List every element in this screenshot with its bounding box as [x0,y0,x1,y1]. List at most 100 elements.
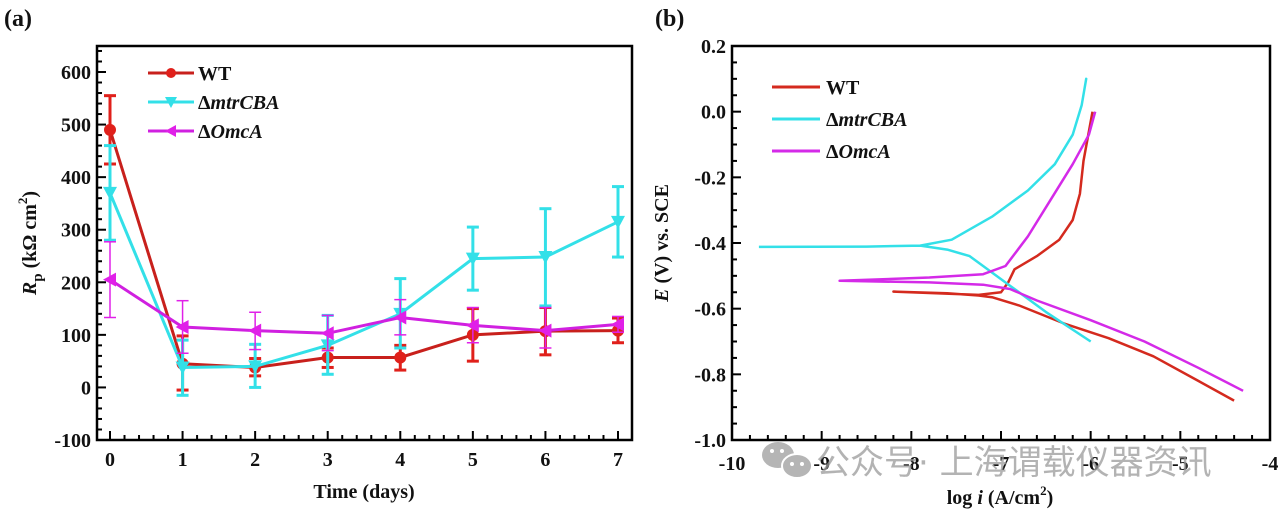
y-title-close: ) [19,191,41,198]
legend-label: ΔOmcA [826,141,891,163]
data-point [104,123,116,136]
legend-prefix: Δ [198,92,211,114]
y-title-sup: 2 [15,198,30,205]
legend-label: ΔmtrCBA [826,109,907,131]
legend-plain: WT [826,77,860,99]
legend-italic: mtrCBA [211,92,280,114]
y-title-post: (V) vs. SCE [651,184,673,288]
data-point [393,310,407,325]
data-point [103,186,117,200]
legend-marker [166,68,176,78]
x-tick-label: 5 [468,449,478,471]
legend-label: WT [198,63,232,85]
data-point [248,323,262,338]
panel-b-x-axis-title: log i (A/cm2) [947,483,1054,509]
x-tick-label: 4 [395,449,405,471]
legend-item: WT [772,77,860,99]
x-tick-label: -6 [1082,453,1099,475]
y-title-sub: p [30,273,46,281]
legend-prefix: Δ [826,109,839,131]
data-point [538,323,552,338]
legend-prefix: Δ [826,141,839,163]
data-point [611,317,624,332]
y-title-italic: E [651,289,673,303]
panel-a-ticks [97,49,619,441]
x-tick-label: 3 [323,449,333,471]
legend-italic: OmcA [839,141,891,163]
data-point [175,361,190,375]
x-tick-label: -8 [903,453,920,475]
data-point [103,272,116,287]
y-title-unit: (kΩ cm [19,204,41,274]
data-point [538,251,553,265]
data-point [394,351,407,364]
x-tick-label: -4 [1262,453,1279,475]
panel-b-label: (b) [655,6,684,32]
series-line [109,278,619,335]
y-tick-label: 0.2 [701,36,726,58]
legend-marker [165,125,176,137]
y-tick-label: -100 [54,430,91,452]
series-line [108,192,619,369]
y-tick-label: 100 [61,325,91,347]
panel-b-tick-labels: -10 -9 -8 -7 -6 -5 -4 -1.0 -0.8 -0.6 -0.4 -0.2 0.0 0.… [694,36,1278,475]
y-tick-label: 300 [61,220,91,242]
data-point [320,326,334,341]
panel-b: (b) -10 -9 -8 -7 -6 -5 -4 -1.0 -0.8 -0.6 -0.4 -0.2 0… [651,6,1278,509]
panel-a-label: (a) [4,6,32,32]
x-tick-label: -5 [1172,453,1189,475]
x-tick-label: 1 [178,449,188,471]
panel-a-y-axis-title: Rp (kΩ cm2) [15,191,46,296]
watermark-text: 公众号· 上海谓载仪器资讯 [816,443,1212,483]
panel-b-y-axis-title: E (V) vs. SCE [651,184,673,303]
y-tick-label: 500 [61,115,91,137]
legend-italic: OmcA [211,121,263,143]
panel-b-frame [730,44,1272,442]
panel-a: (a) 0 1 2 3 4 5 6 7 -100 0 100 200 300 400 500 600 Time… [4,6,634,503]
legend-italic: mtrCBA [839,109,908,131]
y-tick-label: -0.8 [694,364,726,386]
data-point [465,252,480,266]
legend-item: WT [148,63,232,85]
x-tick-label: 7 [613,449,623,471]
panel-a-x-axis-title: Time (days) [313,481,414,503]
x-tick-label: -9 [813,453,830,475]
series-curve-2 [838,111,1244,392]
x-title-italic: i [977,487,983,509]
data-point [611,215,625,229]
y-tick-label: 0.0 [701,102,726,124]
x-tick-label: 2 [250,449,260,471]
series-line [108,129,619,369]
y-tick-label: 0 [81,377,91,399]
y-tick-label: 200 [61,272,91,294]
legend-plain: WT [198,63,232,85]
y-tick-label: 600 [61,62,91,84]
legend-item: ΔOmcA [772,141,891,163]
data-point [248,360,263,374]
x-tick-label: 0 [105,449,115,471]
x-tick-label: -10 [719,453,746,475]
wechat-icon [762,442,813,479]
x-title-pre: log [947,487,978,509]
svg-text:E (V) vs. SCE: E (V) vs. SCE [651,184,673,303]
panel-a-tick-labels: 0 1 2 3 4 5 6 7 -100 0 100 200 300 400 500 600 [54,62,623,471]
legend-prefix: Δ [198,121,211,143]
data-point [175,319,189,334]
x-title-post: (A/cm [983,487,1041,509]
y-tick-label: 400 [61,167,91,189]
panel-a-frame [95,44,634,442]
panel-b-series [758,77,1244,402]
legend-item: ΔmtrCBA [772,109,907,131]
legend-label: ΔOmcA [198,121,263,143]
x-title-close: ) [1047,487,1054,509]
legend-item: ΔOmcA [148,121,263,143]
y-tick-label: -0.6 [694,299,726,321]
legend-marker [165,97,177,108]
panel-b-ticks [731,45,1271,441]
svg-text:Rp (kΩ cm2): Rp (kΩ cm2) [15,191,46,296]
legend-item: ΔmtrCBA [148,92,279,114]
legend-label: WT [826,77,860,99]
x-tick-label: -7 [993,453,1010,475]
